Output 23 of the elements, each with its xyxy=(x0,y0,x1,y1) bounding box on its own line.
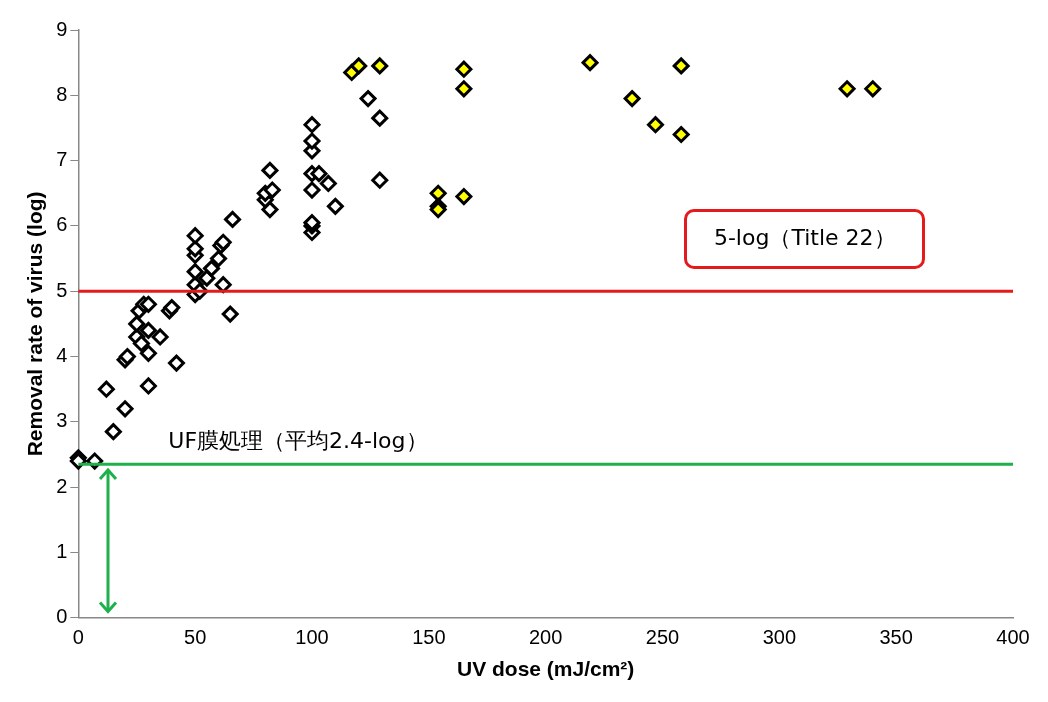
x-tick-label: 0 xyxy=(72,626,84,649)
y-tick-label: 3 xyxy=(56,409,68,432)
ref-line-label: 5-log（Title 22） xyxy=(713,224,896,250)
y-tick-label: 5 xyxy=(56,278,68,301)
y-tick-label: 1 xyxy=(56,540,68,562)
y-tick-label: 0 xyxy=(56,605,68,628)
x-tick-label: 200 xyxy=(528,626,563,649)
x-tick-label: 400 xyxy=(996,626,1030,649)
y-tick-label: 8 xyxy=(56,82,68,105)
y-axis-title: Removal rate of virus (log) xyxy=(23,191,47,457)
x-tick-label: 150 xyxy=(412,626,446,649)
y-tick-label: 2 xyxy=(56,474,68,497)
y-tick-label: 9 xyxy=(56,17,68,40)
x-tick-label: 250 xyxy=(645,626,680,649)
y-tick-label: 4 xyxy=(56,344,68,367)
y-tick-label: 6 xyxy=(56,213,68,236)
x-tick-label: 300 xyxy=(762,626,797,649)
x-tick-label: 50 xyxy=(184,626,207,649)
x-axis-title: UV dose (mJ/cm²) xyxy=(456,657,635,681)
y-tick-label: 7 xyxy=(56,148,68,171)
ref-line-label: UF膜処理（平均2.4-log） xyxy=(168,428,428,454)
x-tick-label: 100 xyxy=(295,626,329,649)
x-tick-label: 350 xyxy=(879,626,913,649)
